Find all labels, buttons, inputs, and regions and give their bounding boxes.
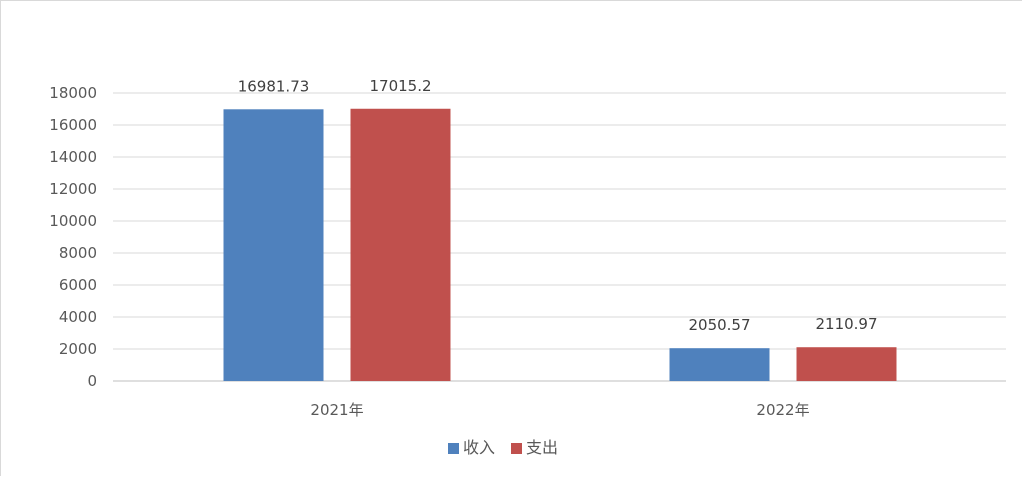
x-category-label: 2022年 bbox=[756, 401, 809, 419]
data-label: 17015.2 bbox=[369, 77, 431, 95]
data-label: 16981.73 bbox=[238, 77, 310, 95]
legend-item-income[interactable]: 收入 bbox=[448, 438, 495, 457]
bar-expense[interactable] bbox=[350, 108, 451, 381]
bar-income[interactable] bbox=[669, 348, 770, 381]
y-tick-label: 10000 bbox=[49, 212, 97, 230]
y-tick-label: 8000 bbox=[59, 244, 97, 262]
y-tick-label: 4000 bbox=[59, 308, 97, 326]
y-tick-label: 18000 bbox=[49, 84, 97, 102]
y-tick-label: 6000 bbox=[59, 276, 97, 294]
y-tick-label: 14000 bbox=[49, 148, 97, 166]
bars bbox=[223, 108, 897, 381]
legend-swatch bbox=[448, 443, 459, 454]
legend[interactable]: 收入 支出 bbox=[448, 438, 558, 457]
legend-item-expense[interactable]: 支出 bbox=[511, 438, 558, 457]
data-labels: 16981.73 17015.2 2050.57 2110.97 bbox=[238, 77, 878, 334]
bar-income[interactable] bbox=[223, 109, 324, 381]
legend-label: 支出 bbox=[526, 438, 558, 457]
bar-expense[interactable] bbox=[796, 347, 897, 381]
legend-swatch bbox=[511, 443, 522, 454]
y-tick-label: 16000 bbox=[49, 116, 97, 134]
y-tick-label: 2000 bbox=[59, 340, 97, 358]
data-label: 2050.57 bbox=[688, 316, 750, 334]
y-tick-label: 12000 bbox=[49, 180, 97, 198]
legend-label: 收入 bbox=[463, 438, 495, 457]
data-label: 2110.97 bbox=[815, 315, 877, 333]
x-category-label: 2021年 bbox=[310, 401, 363, 419]
y-axis-tick-labels: 0 2000 4000 6000 8000 10000 12000 14000 16000 180… bbox=[49, 84, 97, 390]
x-axis-category-labels: 2021年 2022年 bbox=[310, 401, 809, 419]
y-tick-label: 0 bbox=[87, 372, 97, 390]
